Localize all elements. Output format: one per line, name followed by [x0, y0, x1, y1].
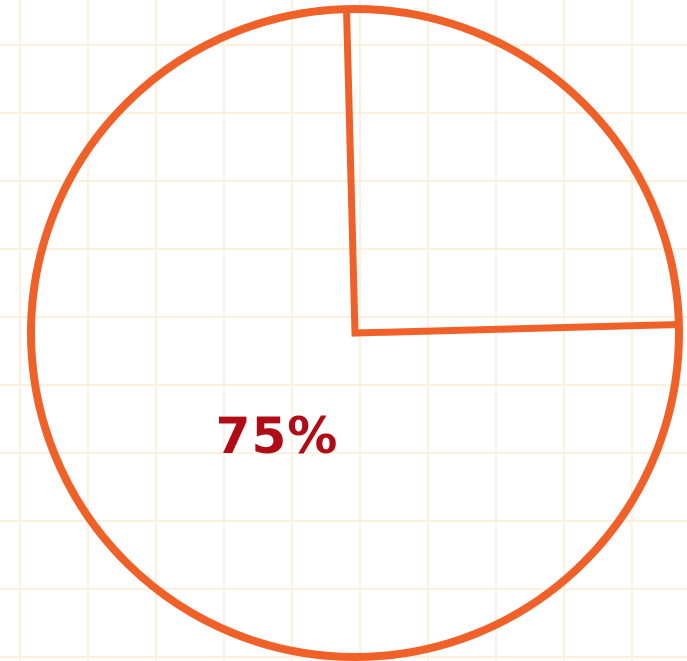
pie-slice-edges: [343, 8, 680, 337]
pie-outline: [27, 5, 683, 661]
slice-value-label: 75%: [216, 407, 339, 465]
pie-slice-unlabeled: [347, 9, 679, 333]
pie: [27, 5, 683, 661]
slice-labels: 75%: [216, 407, 339, 465]
